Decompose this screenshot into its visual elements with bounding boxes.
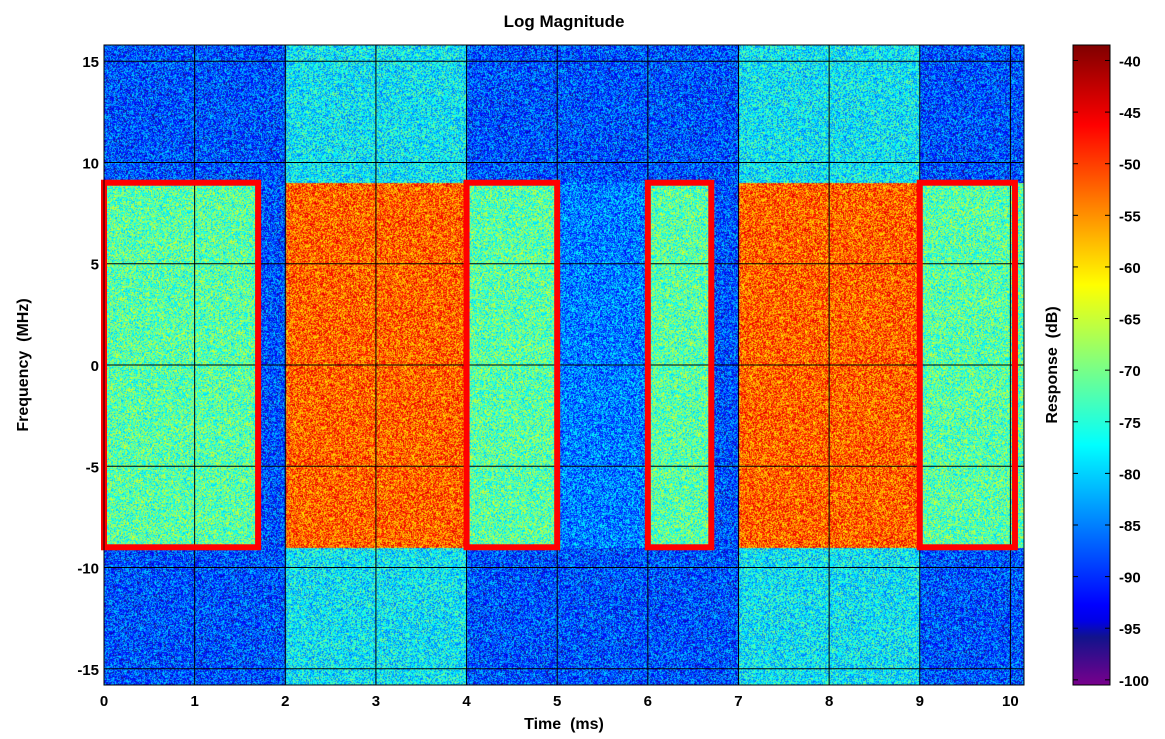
y-tick-label: -10 xyxy=(77,561,99,578)
y-tick-label: 0 xyxy=(91,358,99,375)
x-axis-ticks: 0 1 2 3 4 5 6 7 8 9 10 xyxy=(100,693,1019,710)
x-tick-label: 3 xyxy=(372,693,380,710)
colorbar-tick-label: -45 xyxy=(1119,105,1141,122)
x-tick-label: 7 xyxy=(734,693,742,710)
y-tick-label: 5 xyxy=(91,257,99,274)
colorbar-tick-label: -80 xyxy=(1119,466,1141,483)
colorbar-tick-label: -85 xyxy=(1119,518,1141,535)
highlight-box xyxy=(644,179,715,551)
colorbar-tick-label: -70 xyxy=(1119,363,1141,380)
colorbar-tick-label: -65 xyxy=(1119,312,1141,329)
colorbar-tick-label: -75 xyxy=(1119,415,1141,432)
x-axis-label: Time (ms) xyxy=(524,716,604,733)
colorbar-tick-label: -100 xyxy=(1119,673,1149,690)
colorbar xyxy=(1072,44,1111,686)
x-tick-label: 1 xyxy=(190,693,198,710)
x-tick-label: 8 xyxy=(825,693,833,710)
y-tick-label: -5 xyxy=(86,459,99,476)
colorbar-tick-label: -60 xyxy=(1119,260,1141,277)
x-tick-label: 6 xyxy=(644,693,652,710)
highlight-box xyxy=(463,179,561,551)
y-tick-label: 10 xyxy=(82,155,99,172)
plot-frame xyxy=(103,44,1025,686)
colorbar-label: Response (dB) xyxy=(1044,306,1061,423)
x-tick-label: 0 xyxy=(100,693,108,710)
y-tick-label: -15 xyxy=(77,662,99,679)
colorbar-tick-label: -95 xyxy=(1119,621,1141,638)
colorbar-tick-label: -55 xyxy=(1119,208,1141,225)
y-axis-label: Frequency (MHz) xyxy=(15,298,32,431)
colorbar-tick-label: -50 xyxy=(1119,157,1141,174)
colorbar-tick-label: -40 xyxy=(1119,53,1141,70)
x-tick-label: 4 xyxy=(462,693,471,710)
x-tick-label: 5 xyxy=(553,693,561,710)
x-tick-label: 2 xyxy=(281,693,289,710)
colorbar-tick-label: -90 xyxy=(1119,570,1141,587)
colorbar-ticks: -40 -45 -50 -55 -60 -65 -70 -75 -80 -85 -90 -95 -100 xyxy=(1073,53,1149,690)
x-tick-label: 10 xyxy=(1002,693,1019,710)
highlight-box xyxy=(916,179,1018,551)
chart-title: Log Magnitude xyxy=(504,12,625,31)
y-axis-ticks: 15 10 5 0 -5 -10 -15 xyxy=(77,54,99,679)
x-tick-label: 9 xyxy=(916,693,924,710)
y-tick-label: 15 xyxy=(82,54,99,71)
colorbar-gradient xyxy=(1072,44,1111,686)
